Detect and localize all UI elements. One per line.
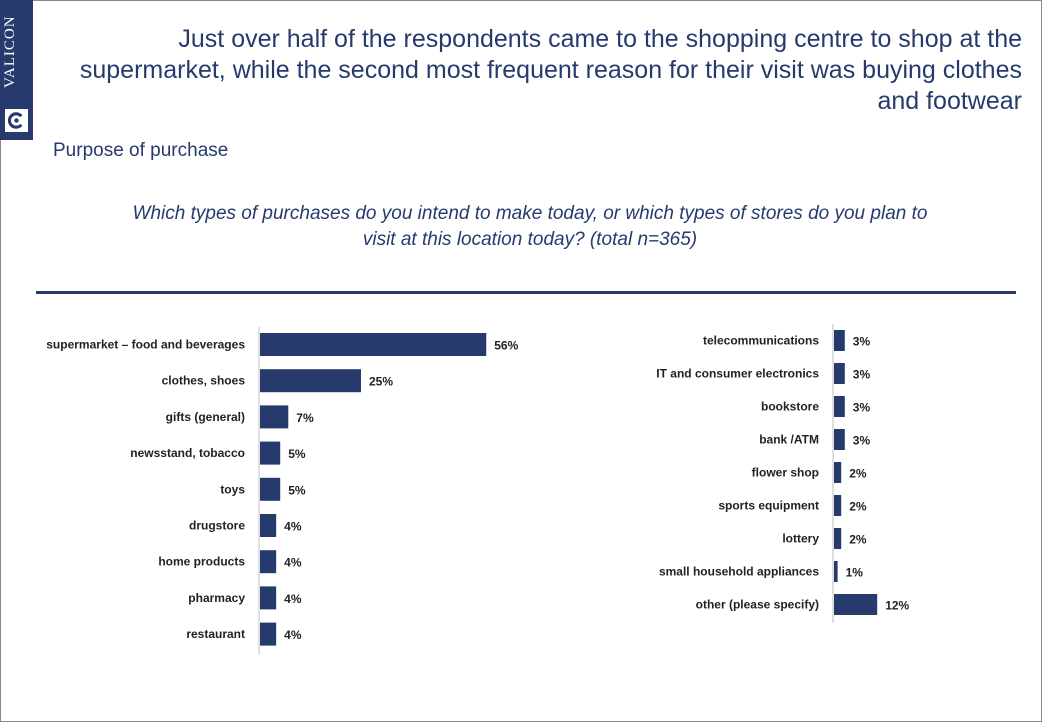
value-label: 2% [849, 500, 867, 514]
bar-1-5 [834, 495, 842, 516]
bar-1-4 [834, 462, 842, 483]
bar-1-7 [834, 561, 838, 582]
value-label: 4% [284, 592, 302, 606]
category-label: sports equipment [718, 499, 819, 513]
category-label: restaurant [186, 627, 245, 641]
category-label: bank /ATM [759, 433, 819, 447]
purchase-purpose-chart-left: supermarket – food and beverages 56% cloth… [46, 327, 519, 655]
bar-0-3 [260, 441, 281, 465]
value-label: 3% [853, 368, 871, 382]
category-label: lottery [782, 532, 819, 546]
value-label: 56% [494, 339, 518, 353]
value-label: 2% [849, 467, 867, 481]
bar-1-6 [834, 528, 842, 549]
category-label: flower shop [752, 466, 819, 480]
bar-1-1 [834, 363, 845, 384]
category-label: home products [158, 555, 245, 569]
value-label: 1% [846, 566, 864, 580]
divider-line [36, 291, 1016, 294]
bar-0-1 [260, 369, 361, 393]
bar-0-7 [260, 586, 277, 610]
bar-1-2 [834, 396, 845, 417]
value-label: 25% [369, 375, 393, 389]
bar-0-2 [260, 405, 289, 429]
value-label: 12% [885, 599, 909, 613]
bar-1-0 [834, 330, 845, 351]
category-label: small household appliances [659, 565, 819, 579]
value-label: 7% [296, 411, 314, 425]
category-label: bookstore [761, 400, 819, 414]
category-label: IT and consumer electronics [656, 367, 819, 381]
value-label: 3% [853, 335, 871, 349]
value-label: 4% [284, 628, 302, 642]
brand-name: VALICON [2, 15, 18, 89]
category-label: telecommunications [703, 334, 819, 348]
category-label: newsstand, tobacco [130, 446, 245, 460]
slide-headline: Just over half of the respondents came t… [79, 25, 1022, 115]
purchase-purpose-chart-right: telecommunications 3% IT and consumer elec… [656, 324, 910, 623]
category-label: supermarket – food and beverages [46, 338, 245, 352]
value-label: 4% [284, 556, 302, 570]
category-label: drugstore [189, 519, 245, 533]
category-label: toys [220, 482, 245, 496]
category-label: other (please specify) [696, 598, 819, 612]
brand-strip: VALICON [0, 0, 33, 140]
value-label: 5% [288, 483, 306, 497]
category-label: pharmacy [188, 591, 245, 605]
value-label: 4% [284, 520, 302, 534]
bar-1-3 [834, 429, 845, 450]
value-label: 3% [853, 434, 871, 448]
bar-0-5 [260, 514, 277, 537]
value-label: 3% [853, 401, 871, 415]
bar-0-6 [260, 550, 277, 574]
value-label: 5% [288, 447, 306, 461]
brand-logo-icon [5, 109, 28, 132]
category-label: gifts (general) [166, 410, 245, 424]
category-label: clothes, shoes [162, 374, 246, 388]
bar-0-8 [260, 622, 277, 646]
section-title: Purpose of purchase [53, 140, 229, 161]
bar-0-0 [260, 333, 487, 356]
bar-0-4 [260, 477, 281, 501]
value-label: 2% [849, 533, 867, 547]
bar-1-8 [834, 594, 878, 615]
survey-question: Which types of purchases do you intend t… [132, 203, 928, 250]
